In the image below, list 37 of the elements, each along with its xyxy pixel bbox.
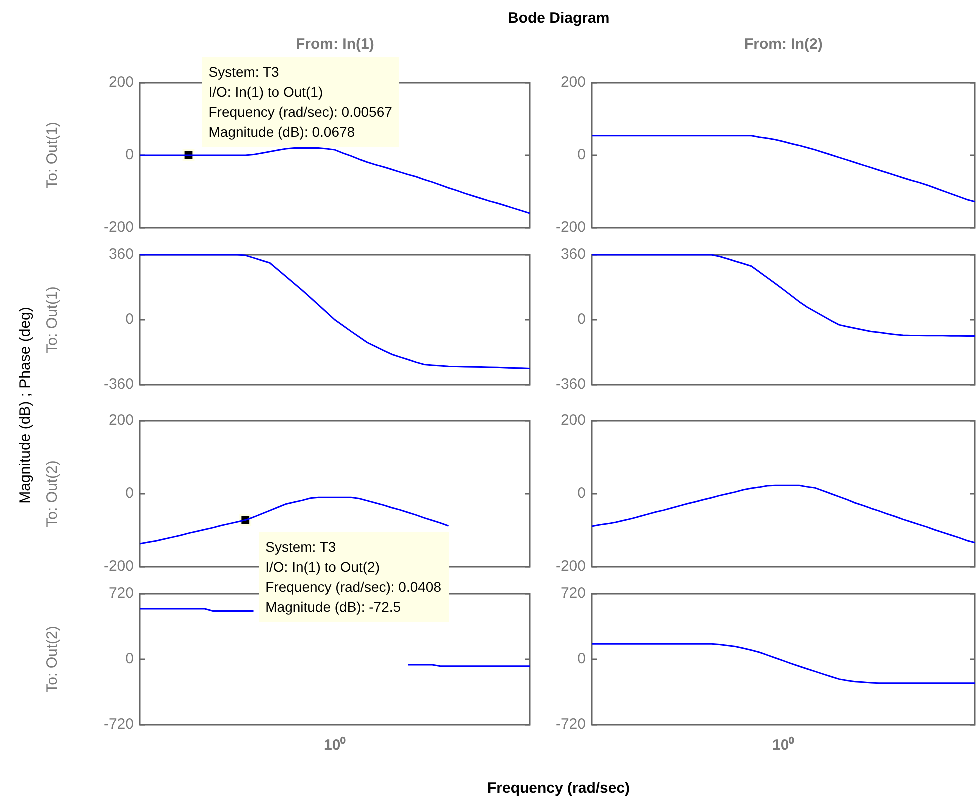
y-axis-title: To: Out(2) xyxy=(44,626,62,693)
y-axis-title: To: Out(1) xyxy=(44,286,62,354)
y-tick-label: 0 xyxy=(578,485,586,502)
y-tick-label: 200 xyxy=(108,412,134,430)
y-tick-label: 0 xyxy=(578,650,586,668)
text: 10⁰ xyxy=(772,736,794,754)
y-tick-label: 200 xyxy=(560,412,586,430)
y-tick-label: 0 xyxy=(578,311,586,328)
chart-subtitle: From: In(2) xyxy=(744,36,823,53)
y-tick-label: 360 xyxy=(108,246,134,264)
y-axis-title: To: Out(1) xyxy=(44,122,62,189)
y-tick-label: -200 xyxy=(556,558,586,576)
y-tick-label: -360 xyxy=(556,376,586,394)
y-tick-label: -200 xyxy=(104,219,134,236)
y-tick-label: 0 xyxy=(126,485,134,502)
x-axis-title: Frequency (rad/sec) xyxy=(488,780,630,797)
annotation: System: T3 I/O: In(1) to Out(2) Frequency (rad/sec): 0.0408 Magnitude (dB): -72.5 xyxy=(266,538,442,618)
y-tick-label: 0 xyxy=(126,650,134,668)
text: Magnitude (dB) ; Phase (deg) xyxy=(16,306,34,504)
y-tick-label: 200 xyxy=(560,74,586,92)
chart-subtitle: From: In(1) xyxy=(296,36,374,53)
annotation: System: T3 I/O: In(1) to Out(1) Frequency (rad/sec): 0.00567 Magnitude (dB): 0.0678 xyxy=(208,63,392,142)
y-tick-label: -720 xyxy=(104,716,134,734)
y-tick-label: 720 xyxy=(560,585,586,602)
y-axis-title: To: Out(2) xyxy=(44,460,62,528)
y-tick-label: 0 xyxy=(578,146,586,164)
chart-title: Bode Diagram xyxy=(508,10,610,27)
y-tick-label: -360 xyxy=(104,376,134,394)
y-tick-label: -720 xyxy=(556,716,586,734)
y-tick-label: 360 xyxy=(560,246,586,264)
text: 10⁰ xyxy=(324,736,346,754)
y-tick-label: 200 xyxy=(108,74,134,92)
y-tick-label: 720 xyxy=(108,585,134,602)
y-tick-label: -200 xyxy=(556,219,586,236)
y-tick-label: 0 xyxy=(126,311,134,328)
y-tick-label: 0 xyxy=(126,146,134,164)
y-tick-label: -200 xyxy=(104,558,134,576)
